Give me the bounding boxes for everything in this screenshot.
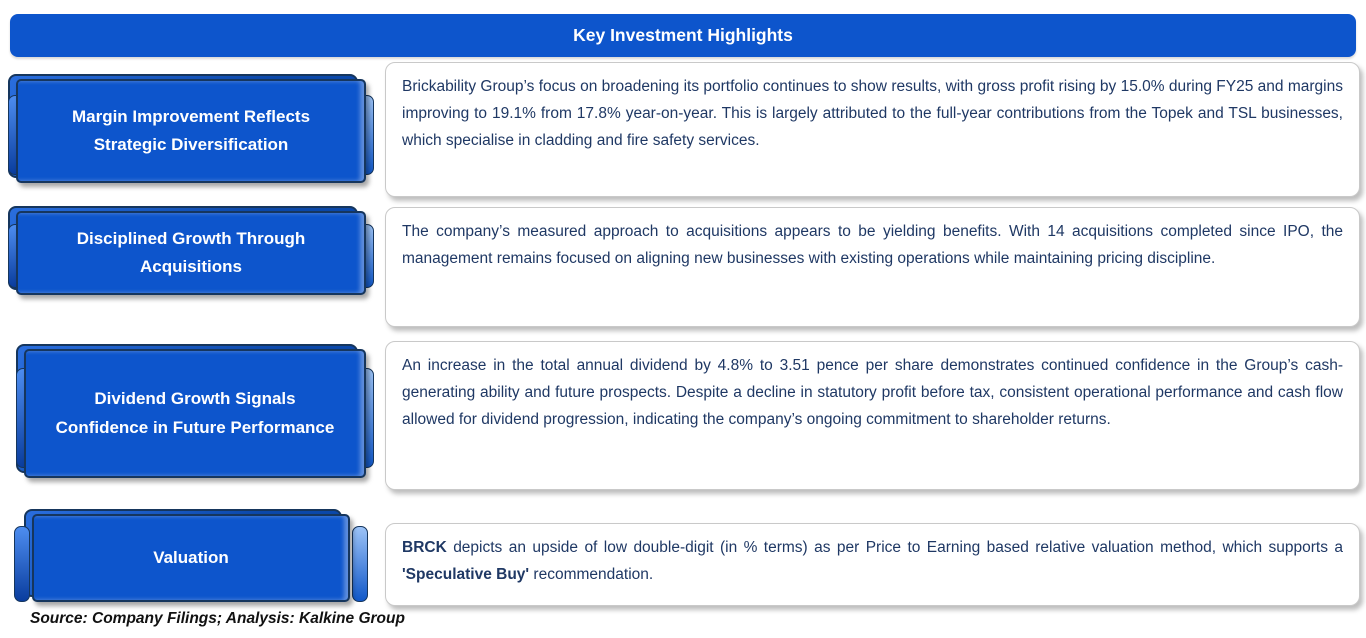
section-label: Valuation [32, 514, 350, 602]
section-body-text: Brickability Group’s focus on broadening… [402, 78, 1343, 149]
section-label: Disciplined Growth Through Acquisitions [16, 211, 366, 295]
section-label: Dividend Growth Signals Confidence in Fu… [24, 349, 366, 478]
section-label: Margin Improvement Reflects Strategic Di… [16, 79, 366, 183]
header-bar: Key Investment Highlights [10, 14, 1356, 57]
box-bevel-left-tab [14, 526, 30, 602]
section-body-text: BRCK depicts an upside of low double-dig… [402, 539, 1343, 583]
section-body-panel-disciplined-growth: The company’s measured approach to acqui… [385, 207, 1360, 327]
section-label-box-valuation: Valuation [14, 509, 368, 602]
section-body-panel-margin-improvement: Brickability Group’s focus on broadening… [385, 62, 1360, 197]
source-note: Source: Company Filings; Analysis: Kalki… [30, 610, 405, 627]
section-body-panel-valuation: BRCK depicts an upside of low double-dig… [385, 523, 1360, 606]
section-label-box-dividend-growth: Dividend Growth Signals Confidence in Fu… [16, 344, 374, 478]
box-bevel-right-tab [352, 526, 368, 602]
section-label-box-margin-improvement: Margin Improvement Reflects Strategic Di… [8, 74, 374, 183]
section-body-text: An increase in the total annual dividend… [402, 357, 1343, 428]
page-title: Key Investment Highlights [573, 25, 793, 45]
section-body-panel-dividend-growth: An increase in the total annual dividend… [385, 341, 1360, 490]
section-body-text: The company’s measured approach to acqui… [402, 223, 1343, 267]
section-label-box-disciplined-growth: Disciplined Growth Through Acquisitions [8, 206, 374, 295]
